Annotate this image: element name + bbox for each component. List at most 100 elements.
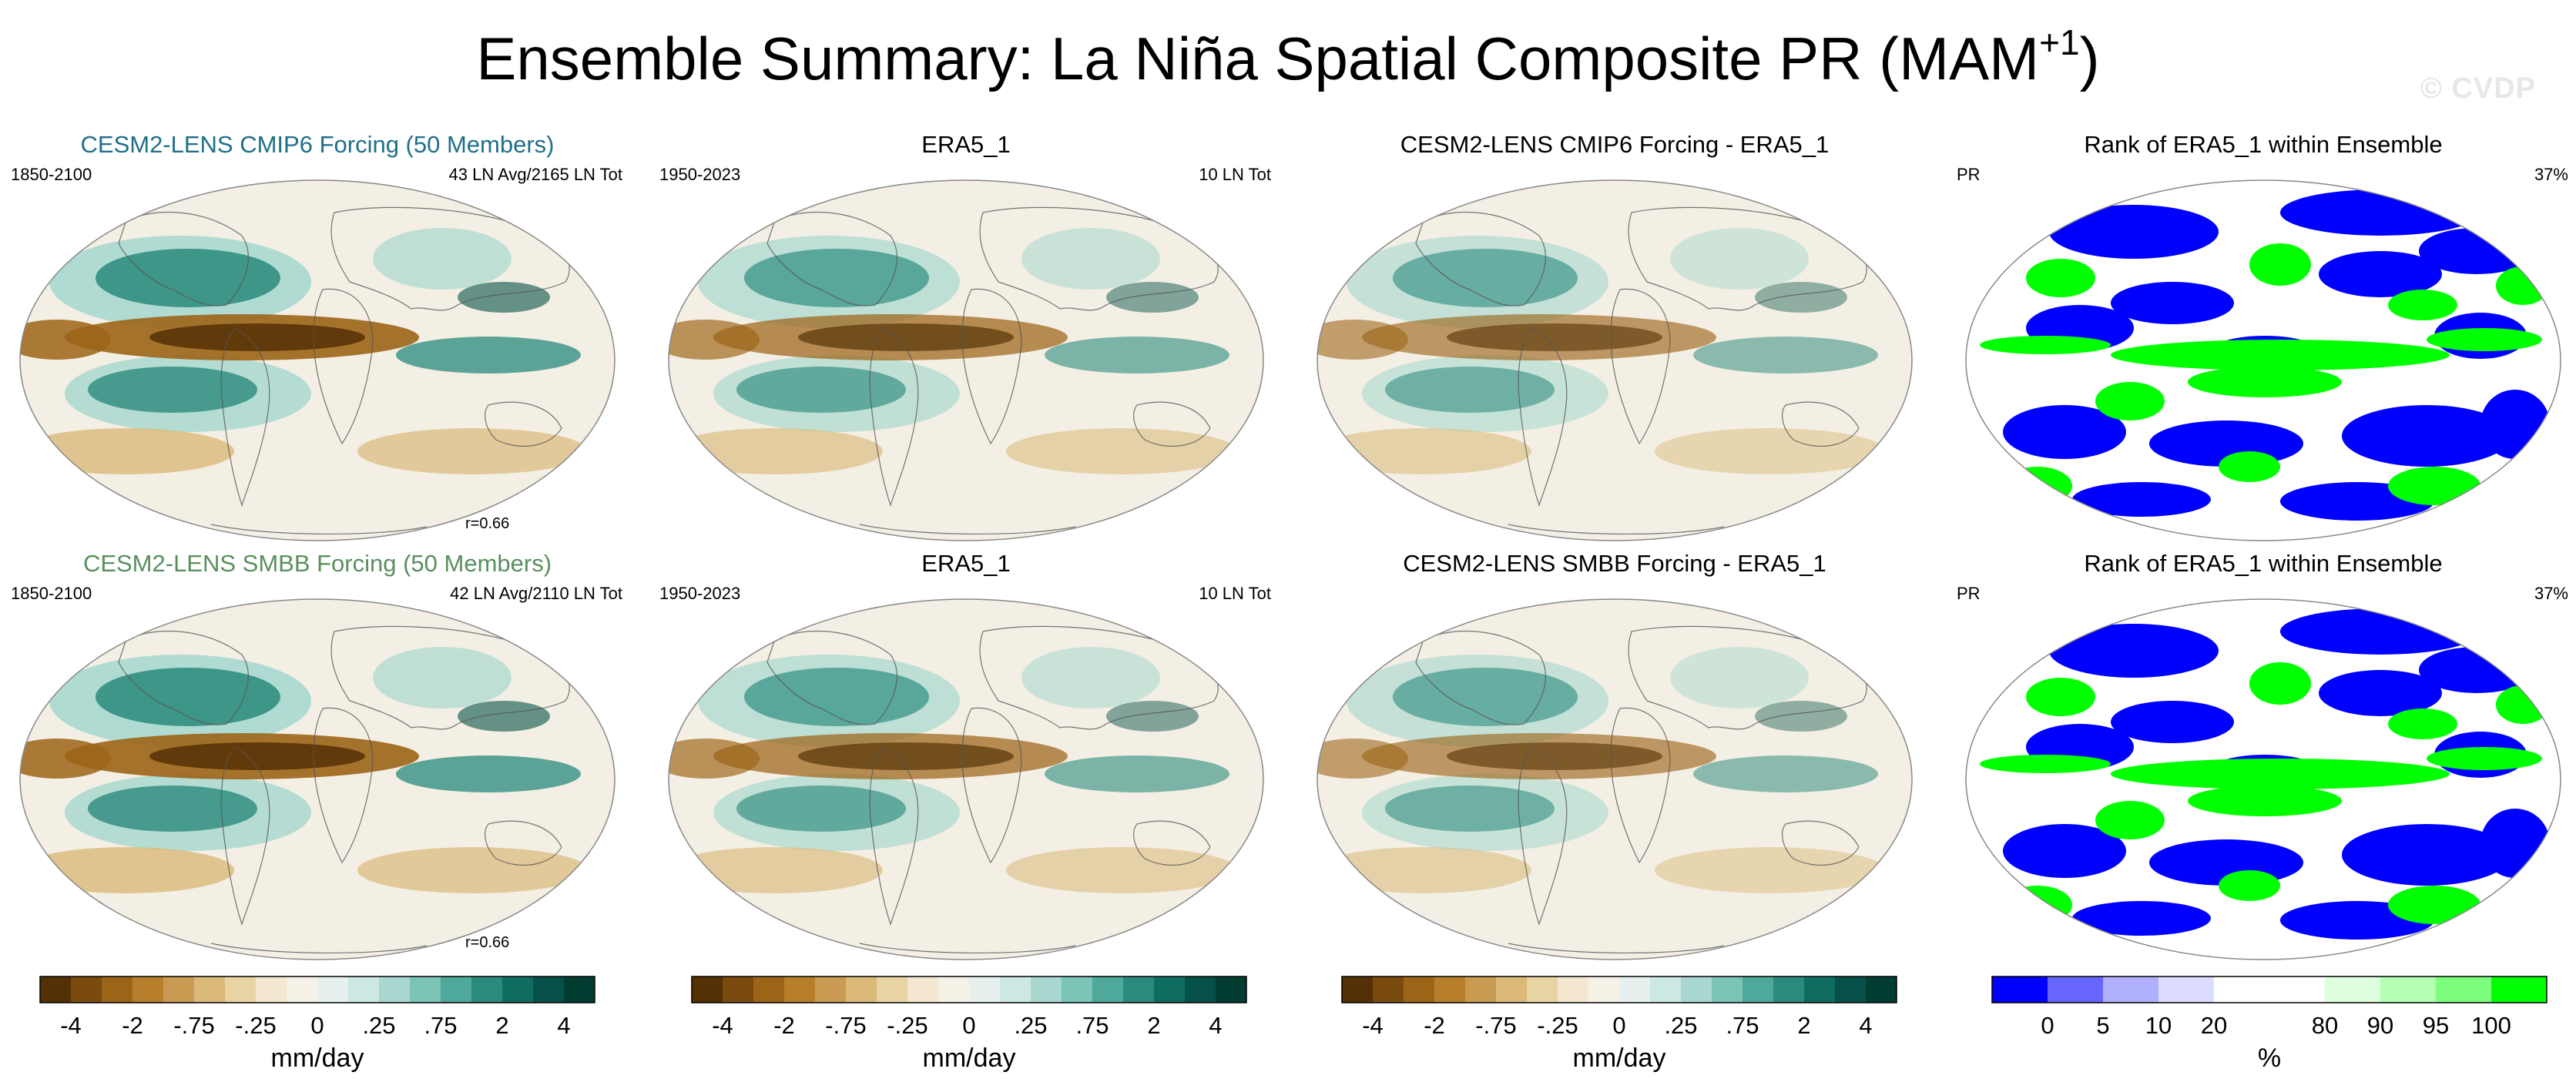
colorbar-tick-label: 90 [2367, 1012, 2393, 1039]
coastline [961, 288, 1022, 445]
colorbar-tick-label: .75 [424, 1012, 457, 1039]
rank-high-region [2095, 801, 2165, 839]
map-border [668, 598, 1264, 960]
colorbar-tick-label: -2 [122, 1012, 143, 1039]
colorbar-tick-label: 80 [2312, 1012, 2338, 1039]
panel-title: CESM2-LENS CMIP6 Forcing - ERA5_1 [1400, 131, 1830, 158]
colorbar-tick-label: 5 [2096, 1012, 2109, 1039]
precip-map [668, 179, 1264, 541]
coastline [869, 746, 919, 926]
cvdp-watermark: © CVDP [2420, 72, 2536, 105]
colorbar-swatch [1588, 976, 1620, 1003]
colorbar-swatch [1558, 976, 1589, 1003]
rank-low-region [2319, 251, 2442, 297]
wet-anomaly-region [1393, 668, 1578, 726]
colorbar-swatch [723, 976, 754, 1003]
colorbar-swatch [256, 976, 287, 1003]
colorbar-tick-label: 2 [1797, 1012, 1810, 1039]
events-label: 42 LN Avg/2110 LN Tot [450, 584, 622, 603]
colorbar-tick-label: .75 [1726, 1012, 1759, 1039]
coastline [118, 212, 249, 307]
coastline [1628, 625, 1867, 730]
coastline [313, 707, 374, 864]
colorbar-swatch [533, 976, 565, 1003]
colorbar-frame [1991, 976, 2547, 1003]
rank-high-region [2095, 382, 2165, 420]
variable-label: PR [1957, 165, 1981, 184]
colorbar-tick-label: -.25 [1537, 1012, 1578, 1039]
colorbar-swatch [2436, 976, 2492, 1003]
dry-anomaly-region [149, 742, 365, 770]
colorbar-units: mm/day [1572, 1043, 1666, 1073]
years-label: 1850-2100 [11, 165, 92, 184]
colorbar-swatch [1154, 976, 1186, 1003]
colorbar-swatch [1773, 976, 1805, 1003]
rank-high-region [2450, 189, 2542, 220]
panel-title: ERA5_1 [921, 550, 1011, 577]
colorbar-swatch [1465, 976, 1497, 1003]
colorbar-tick-label: 0 [1612, 1012, 1625, 1039]
years-label: 1950-2023 [659, 165, 741, 184]
dry-anomaly-region [1447, 323, 1662, 351]
colorbar-tick-label: .25 [1664, 1012, 1697, 1039]
colorbar-tick-label: 4 [1859, 1012, 1872, 1039]
colorbar-swatch [1866, 976, 1897, 1003]
colorbar-swatch [1992, 976, 2048, 1003]
coastline [220, 746, 270, 926]
events-label: 10 LN Tot [1199, 584, 1271, 603]
rank-high-region [2427, 747, 2542, 770]
colorbar-precip-2: -4 -2 -.75 -.25 0 .25 .75 2 4 mm/day [691, 976, 1247, 1077]
coastline [1782, 820, 1860, 866]
colorbar-tick-label: .75 [1075, 1012, 1109, 1039]
dry-anomaly-region [669, 428, 883, 474]
colorbar-tick-label: -2 [1424, 1012, 1445, 1039]
wet-anomaly-region [1755, 282, 1847, 313]
colorbar-swatch [1216, 976, 1247, 1003]
coastline [210, 524, 428, 535]
colorbar-swatch [2214, 976, 2270, 1003]
rank-map [1965, 598, 2561, 960]
colorbar-swatch [2325, 976, 2381, 1003]
wet-anomaly-region [396, 337, 581, 374]
rank-high-region [2026, 259, 2095, 297]
wet-anomaly-region [744, 249, 929, 307]
colorbar-swatch [815, 976, 847, 1003]
rank-high-region [2111, 759, 2450, 789]
figure-title: Ensemble Summary: La Niña Spatial Compos… [476, 22, 2100, 92]
coastline [859, 943, 1076, 954]
colorbar-swatch [1434, 976, 1466, 1003]
precip-map [19, 598, 615, 960]
panel-title: Rank of ERA5_1 within Ensemble [2084, 550, 2443, 577]
dry-anomaly-region [20, 739, 111, 779]
wet-anomaly-region [1021, 228, 1160, 290]
panel-title: CESM2-LENS SMBB Forcing - ERA5_1 [1403, 550, 1826, 577]
colorbar-swatch [441, 976, 472, 1003]
dry-anomaly-region [20, 847, 234, 893]
colorbar-swatch [1804, 976, 1836, 1003]
colorbar-rank: 0 5 10 20 80 90 95 100 % [1991, 976, 2547, 1077]
colorbar-swatch [348, 976, 380, 1003]
coastline [766, 212, 897, 307]
rank-map [1965, 179, 2561, 541]
colorbar-swatch [1342, 976, 1374, 1003]
colorbar-swatch [907, 976, 939, 1003]
colorbar-swatch [1742, 976, 1774, 1003]
dry-anomaly-region [1317, 428, 1531, 474]
colorbar-swatch [1092, 976, 1124, 1003]
map-border [19, 598, 615, 960]
rank-low-region [2072, 901, 2211, 936]
rank-low-region [2072, 482, 2211, 517]
precip-map [668, 598, 1264, 960]
wet-anomaly-region [1670, 647, 1809, 708]
coastline [1508, 524, 1725, 535]
colorbar-swatch [1373, 976, 1404, 1003]
colorbar-tick-label: -.25 [235, 1012, 276, 1039]
colorbar-precip-3: -4 -2 -.75 -.25 0 .25 .75 2 4 mm/day [1341, 976, 1897, 1077]
colorbar-tick-label: -4 [60, 1012, 82, 1039]
colorbar-tick-label: 10 [2145, 1012, 2172, 1039]
coastline [979, 206, 1219, 311]
colorbar-tick-label: 0 [962, 1012, 975, 1039]
coastline [961, 707, 1022, 864]
colorbar-swatch [564, 976, 595, 1003]
colorbar-swatch [753, 976, 785, 1003]
